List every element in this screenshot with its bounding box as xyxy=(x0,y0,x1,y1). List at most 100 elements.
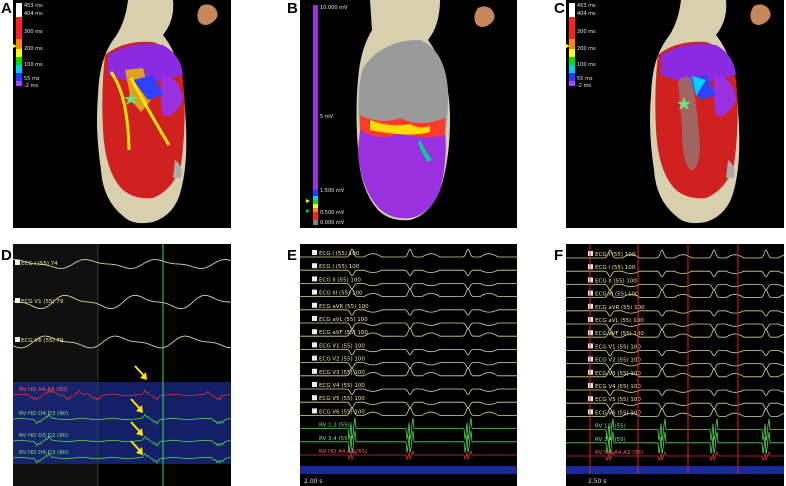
volt-pointer-high xyxy=(306,199,310,203)
channel-checkbox[interactable] xyxy=(312,276,317,282)
channel-label: ECG V1 (55) 79 xyxy=(21,299,64,305)
channel-label: ECG III (55) 100 xyxy=(595,292,639,298)
ecg-trace xyxy=(566,323,784,331)
channel-checkbox[interactable] xyxy=(312,342,317,348)
orientation-heart-icon xyxy=(750,4,771,26)
lat-label-bottom: -2 ms xyxy=(577,83,591,89)
channel-checkbox[interactable] xyxy=(312,355,317,361)
channel-label: ECG V6 (55) 100 xyxy=(319,409,365,415)
panel-label-c: C xyxy=(554,0,565,17)
panel-c-activation-map-post: 453 ms 404 ms 300 ms 200 ms 100 ms 55 ms… xyxy=(566,0,784,228)
channel-label: RV HD D3,D2 (90) xyxy=(19,433,68,439)
ecg-trace xyxy=(566,368,784,378)
ecg-trace xyxy=(566,284,784,291)
channel-label: ECG V2 (55) 100 xyxy=(595,358,641,364)
ecg-trace xyxy=(300,406,517,416)
ecg-trace xyxy=(300,327,517,337)
channel-label: ECG V5 (55) 100 xyxy=(319,396,365,402)
channel-checkbox[interactable] xyxy=(312,395,317,401)
egm-band xyxy=(300,466,517,474)
channel-label: ECG aVF (55) 100 xyxy=(319,330,368,336)
volt-label-top: 10.000 mV xyxy=(320,5,348,11)
lat-label-row6: 55 ms xyxy=(577,76,593,82)
panel-label-b: B xyxy=(287,0,298,17)
channel-label: ECG I (55) 100 xyxy=(319,251,360,257)
panel-label-d: D xyxy=(1,247,12,264)
lat-label-bottom: -2 ms xyxy=(24,83,38,89)
egm-trace xyxy=(13,413,231,425)
channel-label: ECG V3 (55) 100 xyxy=(595,371,641,377)
orientation-heart-icon xyxy=(474,6,495,28)
channel-label: ECG I (55) 100 xyxy=(595,265,636,271)
channel-label: ECG V4 (55) 100 xyxy=(595,384,641,390)
channel-label: ECG V5 (55) 100 xyxy=(595,397,641,403)
pointer-marker xyxy=(566,44,570,48)
channel-label: ECG V6 (55) 79 xyxy=(21,338,64,344)
egm-trace xyxy=(566,418,784,441)
channel-label: ECG V1 (55) 100 xyxy=(319,343,365,349)
egm-trace xyxy=(566,431,784,454)
volt-label-low1: 1.500 mV xyxy=(320,188,345,194)
ecg-trace xyxy=(566,407,784,417)
lat-label-row3: 300 ms xyxy=(24,29,43,35)
egm-band xyxy=(566,466,784,474)
orientation-heart-icon xyxy=(197,4,218,26)
egm-trace xyxy=(13,435,231,447)
panel-label-f: F xyxy=(554,247,564,264)
channel-checkbox[interactable] xyxy=(15,298,20,303)
egm-trace xyxy=(300,430,517,453)
arrow-icon xyxy=(134,365,147,380)
channel-checkbox[interactable] xyxy=(312,408,317,414)
channel-checkbox[interactable] xyxy=(15,337,20,342)
sweep-speed: 2.50 s xyxy=(588,478,606,485)
ecg-trace xyxy=(300,248,517,258)
ecg-trace xyxy=(566,363,784,370)
channel-label: ECG aVR (55) 100 xyxy=(595,305,645,311)
lat-label-row5: 100 ms xyxy=(24,62,43,68)
lat-label-row2: 404 ms xyxy=(577,11,596,17)
panel-d-electrograms: ECG I (55) 74 ECG V1 (55) 79 ECG V6 (55)… xyxy=(13,244,231,486)
pointer-marker xyxy=(13,44,17,48)
channel-checkbox[interactable] xyxy=(312,302,317,308)
channel-label: ECG aVL (55) 100 xyxy=(595,318,644,324)
ecg-trace xyxy=(300,269,517,277)
egm-trace xyxy=(300,417,517,440)
ecg-trace xyxy=(300,367,517,377)
channel-checkbox[interactable] xyxy=(312,263,317,269)
arrow-icon xyxy=(130,440,143,455)
ecg-trace xyxy=(300,283,517,290)
line-of-block-left xyxy=(109,71,131,151)
volt-label-mid: 5 mV xyxy=(320,114,334,120)
channel-checkbox[interactable] xyxy=(312,316,317,321)
ecg-trace xyxy=(300,362,517,369)
channel-checkbox[interactable] xyxy=(312,250,317,255)
ecg-trace xyxy=(566,270,784,278)
channel-label: ECG I (55) 100 xyxy=(319,264,360,270)
sweep-speed: 2.00 s xyxy=(304,478,322,485)
channel-checkbox[interactable] xyxy=(15,260,20,265)
lat-label-row4: 200 ms xyxy=(577,46,596,52)
channel-label: ECG V6 (55) 100 xyxy=(595,410,641,416)
ecg-trace xyxy=(13,294,231,310)
scar-region xyxy=(358,40,448,135)
volt-pointer-low xyxy=(306,209,310,213)
channel-checkbox[interactable] xyxy=(312,382,317,387)
arrow-icon xyxy=(130,398,143,413)
lat-label-top: 453 ms xyxy=(577,3,596,9)
line-of-block-right xyxy=(129,77,171,146)
ecg-trace xyxy=(300,401,517,409)
voltage-color-bar xyxy=(313,5,318,225)
volt-label-low2: 0.500 mV xyxy=(320,210,345,216)
volt-label-bottom: 0.000 mV xyxy=(320,220,345,226)
ecg-trace xyxy=(300,288,517,297)
channel-label: ECG II (55) 100 xyxy=(595,278,637,284)
egm-trace xyxy=(13,452,231,464)
channel-checkbox[interactable] xyxy=(312,368,317,374)
channel-checkbox[interactable] xyxy=(312,289,317,295)
channel-label: ECG III (55) 100 xyxy=(319,291,363,297)
healthy-region xyxy=(358,130,446,219)
channel-checkbox[interactable] xyxy=(312,329,317,335)
channel-label: ECG aVR (55) 100 xyxy=(319,304,369,310)
ecg-trace xyxy=(566,289,784,298)
channel-label: ECG II (55) 100 xyxy=(319,277,361,283)
